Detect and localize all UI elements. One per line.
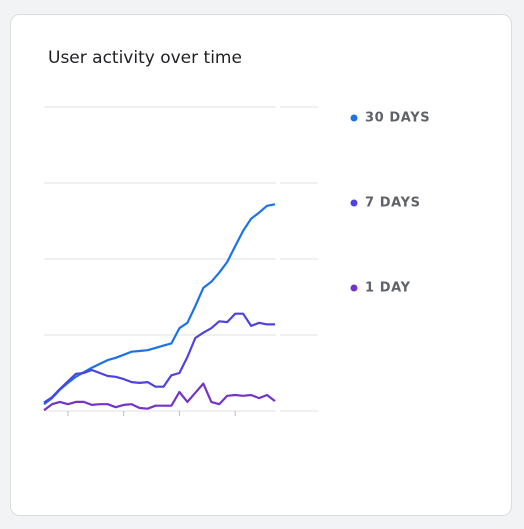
line (43, 312, 275, 404)
legend-swatch (350, 199, 358, 207)
legend-swatch (350, 114, 358, 122)
legend-swatch (350, 284, 358, 292)
card (10, 14, 512, 516)
legend-label: 7 DAYS (365, 196, 421, 211)
legend-label: 30 DAYS (365, 111, 430, 126)
line (43, 382, 276, 412)
chart-title: User activity over time (48, 48, 242, 68)
legend-label: 1 DAY (365, 281, 411, 296)
